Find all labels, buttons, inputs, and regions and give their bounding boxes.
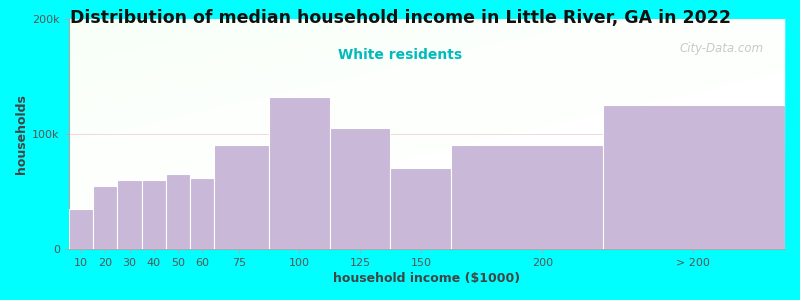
Bar xyxy=(269,97,330,249)
Y-axis label: households: households xyxy=(15,94,28,174)
Bar xyxy=(118,180,142,249)
Bar xyxy=(69,208,93,249)
Bar xyxy=(166,174,190,249)
Bar xyxy=(603,105,785,249)
Bar xyxy=(330,128,390,249)
Bar xyxy=(390,168,451,249)
Bar xyxy=(93,186,118,249)
X-axis label: household income ($1000): household income ($1000) xyxy=(334,272,521,285)
Bar xyxy=(190,178,214,249)
Text: Distribution of median household income in Little River, GA in 2022: Distribution of median household income … xyxy=(70,9,730,27)
Text: White residents: White residents xyxy=(338,48,462,62)
Bar xyxy=(214,146,269,249)
Bar xyxy=(142,180,166,249)
Text: City-Data.com: City-Data.com xyxy=(679,42,763,55)
Bar xyxy=(451,146,603,249)
